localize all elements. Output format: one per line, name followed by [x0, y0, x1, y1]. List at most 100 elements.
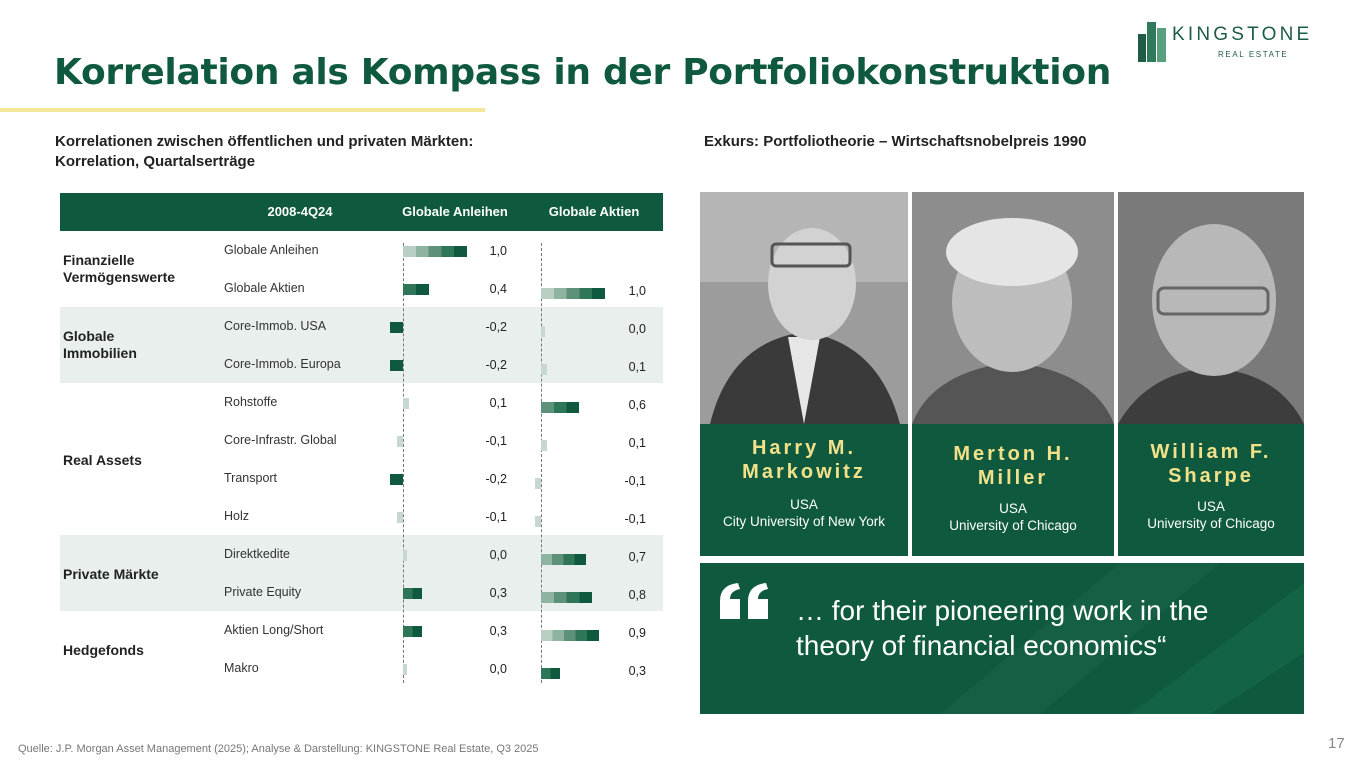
equities-value: 0,7 — [628, 550, 646, 564]
group-label: Hedgefonds — [63, 642, 144, 658]
source-note: Quelle: J.P. Morgan Asset Management (20… — [18, 743, 539, 755]
bar-bonds — [390, 360, 403, 371]
laureate-info: USA University of Chicago — [949, 501, 1077, 533]
page-number: 17 — [1328, 735, 1345, 752]
bonds-value: 0,3 — [489, 624, 507, 638]
bonds-value: -0,1 — [485, 434, 507, 448]
equities-value: 0,9 — [628, 626, 646, 640]
equities-value: 0,1 — [628, 436, 646, 450]
group-label: Real Assets — [63, 452, 142, 468]
bar-equities — [541, 592, 593, 603]
bonds-value: 1,0 — [489, 244, 507, 258]
page-title: Korrelation als Kompass in der Portfolio… — [54, 52, 1112, 93]
bonds-value: -0,2 — [485, 320, 507, 334]
table-header: 2008-4Q24 Globale Anleihen Globale Aktie… — [60, 193, 663, 231]
quote-mark-icon — [720, 583, 768, 619]
zero-line-equities — [541, 243, 542, 683]
bar-equities — [534, 516, 541, 527]
row-label: Private Equity — [224, 585, 302, 599]
bar-bonds — [390, 474, 403, 485]
quote-text: … for their pioneering work in the theory… — [796, 595, 1209, 661]
laureate-name: Merton H. Miller — [953, 443, 1073, 489]
portrait-icon — [1118, 192, 1304, 424]
bonds-value: 0,3 — [489, 586, 507, 600]
header-bonds: Globale Anleihen — [402, 204, 508, 219]
portrait-icon — [700, 192, 908, 424]
group-label: Globale Immobilien — [63, 328, 137, 361]
sharpe-photo — [1118, 192, 1304, 424]
building-logo-icon — [1138, 22, 1166, 62]
laureate-info: USA University of Chicago — [1147, 499, 1275, 531]
equities-value: 0,1 — [628, 360, 646, 374]
bar-equities — [541, 288, 605, 299]
bonds-value: -0,2 — [485, 358, 507, 372]
row-label: Core-Immob. USA — [224, 319, 327, 333]
row-label: Core-Immob. Europa — [224, 357, 341, 371]
zero-line-bonds — [403, 243, 404, 683]
laureate-card-markowitz: Harry M. Markowitz USA City University of … — [700, 424, 908, 556]
row-label: Globale Anleihen — [224, 243, 319, 257]
row-label: Globale Aktien — [224, 281, 305, 295]
row-label: Makro — [224, 661, 259, 675]
bonds-value: 0,0 — [489, 548, 507, 562]
bar-bonds — [396, 436, 403, 447]
bar-equities — [541, 402, 580, 413]
bar-equities — [541, 554, 586, 565]
header-equities: Globale Aktien — [548, 204, 640, 219]
row-label: Core-Infrastr. Global — [224, 433, 337, 447]
bonds-value: 0,1 — [489, 396, 507, 410]
header-period: 2008-4Q24 — [267, 204, 333, 219]
bar-bonds — [403, 626, 423, 637]
group-band — [60, 307, 663, 383]
row-label: Holz — [224, 509, 250, 523]
miller-photo — [912, 192, 1114, 424]
logo-subtitle: REAL ESTATE — [1218, 50, 1289, 59]
nobel-heading: Exkurs: Portfoliotheorie – Wirtschaftsno… — [704, 133, 1087, 150]
group-label: Private Märkte — [63, 566, 159, 582]
table-heading: Korrelationen zwischen öffentlichen und … — [55, 133, 474, 170]
equities-value: -0,1 — [624, 512, 646, 526]
bonds-value: 0,0 — [489, 662, 507, 676]
bonds-value: 0,4 — [489, 282, 507, 296]
bar-bonds — [403, 664, 407, 675]
bar-equities — [534, 478, 541, 489]
markowitz-photo — [700, 192, 908, 424]
equities-value: 0,3 — [628, 664, 646, 678]
bonds-value: -0,2 — [485, 472, 507, 486]
logo-name: KINGSTONE — [1172, 24, 1313, 45]
laureate-card-sharpe: William F. Sharpe USA University of Chicag… — [1118, 424, 1304, 556]
equities-value: 0,8 — [628, 588, 646, 602]
bar-equities — [541, 668, 561, 679]
quote-box: … for their pioneering work in the theory… — [700, 563, 1304, 714]
bar-bonds — [403, 246, 467, 257]
bar-bonds — [403, 284, 429, 295]
portrait-icon — [912, 192, 1114, 424]
row-label: Transport — [224, 471, 278, 485]
bar-bonds — [396, 512, 403, 523]
bar-equities — [541, 326, 545, 337]
laureate-name: Harry M. Markowitz — [742, 437, 866, 483]
kingstone-logo: KINGSTONE REAL ESTATE — [1138, 18, 1338, 66]
row-label: Aktien Long/Short — [224, 623, 324, 637]
bar-bonds — [403, 550, 407, 561]
row-label: Direktkedite — [224, 547, 290, 561]
bar-bonds — [390, 322, 403, 333]
laureate-info: USA City University of New York — [722, 497, 886, 529]
equities-value: 0,6 — [628, 398, 646, 412]
title-underline — [0, 108, 485, 112]
equities-value: 1,0 — [628, 284, 646, 298]
bonds-value: -0,1 — [485, 510, 507, 524]
laureate-card-miller: Merton H. Miller USA University of Chicago — [912, 424, 1114, 556]
laureate-name: William F. Sharpe — [1150, 441, 1272, 487]
equities-value: -0,1 — [624, 474, 646, 488]
bar-equities — [541, 440, 548, 451]
group-label: Finanzielle Vermögenswerte — [63, 252, 176, 285]
background-pattern — [940, 563, 1304, 714]
bar-equities — [541, 630, 599, 641]
correlation-table: 2008-4Q24 Globale Anleihen Globale Aktie… — [60, 193, 663, 693]
bar-equities — [541, 364, 548, 375]
row-label: Rohstoffe — [224, 395, 278, 409]
bar-bonds — [403, 588, 423, 599]
bar-bonds — [403, 398, 410, 409]
equities-value: 0,0 — [628, 322, 646, 336]
